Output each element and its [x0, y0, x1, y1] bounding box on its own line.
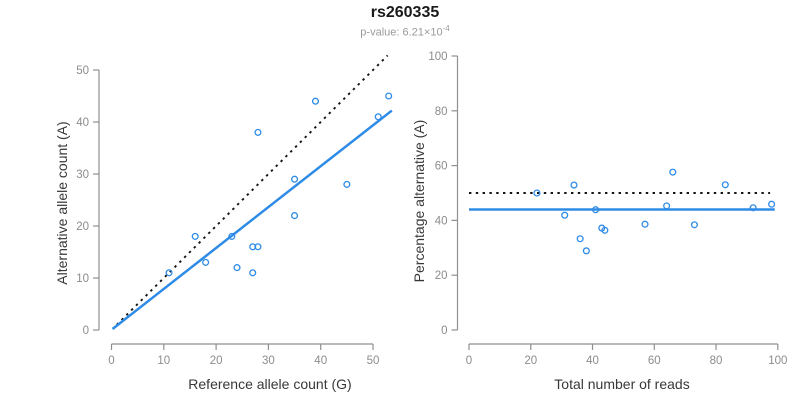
data-point	[570, 181, 578, 189]
data-point	[721, 181, 729, 189]
data-point	[561, 211, 569, 219]
y-tick-label: 60	[435, 161, 448, 173]
data-point	[533, 189, 541, 197]
data-point	[749, 204, 757, 212]
data-point	[343, 180, 351, 188]
data-point	[165, 269, 173, 277]
x-axis-title: Total number of reads	[554, 376, 689, 392]
y-axis-title: Percentage alternative (A)	[411, 120, 427, 283]
data-point	[228, 232, 236, 240]
data-point	[690, 221, 698, 229]
x-tick-label: 20	[524, 355, 537, 367]
x-tick-label: 60	[648, 355, 661, 367]
data-point	[601, 226, 609, 234]
data-point	[254, 128, 262, 136]
x-tick-label: 20	[210, 355, 223, 367]
data-point	[254, 243, 262, 251]
figure-title: rs260335	[370, 4, 440, 21]
data-point	[669, 168, 677, 176]
data-point	[233, 264, 241, 272]
data-point	[311, 97, 320, 105]
data-point	[385, 92, 393, 100]
title-block: rs260335 p-value: 6.21×10-4	[10, 4, 800, 39]
data-point	[582, 247, 590, 255]
y-tick-label: 0	[83, 325, 89, 337]
data-point	[768, 200, 776, 208]
fit-line	[111, 109, 393, 330]
x-axis-title: Reference allele count (G)	[188, 376, 351, 392]
data-point	[290, 212, 299, 220]
x-tick-label: 50	[367, 355, 380, 367]
data-point	[191, 232, 199, 240]
figure-subtitle: p-value: 6.21×10-4	[10, 24, 800, 39]
y-tick-label: 50	[76, 65, 89, 77]
y-axis-title: Alternative allele count (A)	[54, 121, 70, 284]
x-tick-label: 80	[710, 355, 723, 367]
data-point	[663, 202, 671, 210]
data-point	[249, 269, 257, 277]
identity-line	[116, 54, 389, 326]
x-tick-label: 40	[314, 355, 327, 367]
y-tick-label: 100	[428, 51, 447, 63]
x-tick-label: 10	[157, 355, 170, 367]
y-tick-label: 0	[441, 325, 447, 337]
pvalue-exponent: -4	[442, 24, 450, 33]
y-tick-label: 20	[76, 221, 89, 233]
percentage-scatter: 0 20 40 60 80 100 0 20 40 60 80 100 Total number of …	[411, 51, 787, 392]
x-tick-label: 0	[108, 355, 114, 367]
x-tick-label: 30	[262, 355, 275, 367]
y-tick-label: 40	[76, 117, 89, 129]
x-tick-label: 0	[466, 355, 472, 367]
pvalue-text: p-value: 6.21×10	[360, 26, 443, 39]
y-tick-label: 30	[76, 169, 89, 181]
data-point	[576, 235, 584, 243]
data-point	[374, 113, 382, 121]
data-point	[592, 206, 600, 214]
allele-count-scatter: 0 10 20 30 40 50 0 10 20 30 40 50 Reference allele c…	[54, 54, 393, 392]
y-tick-label: 80	[435, 106, 448, 118]
x-tick-label: 100	[768, 355, 787, 367]
y-tick-label: 10	[76, 273, 89, 285]
x-tick-label: 40	[586, 355, 599, 367]
y-tick-label: 20	[435, 270, 448, 282]
data-point	[202, 258, 210, 266]
data-point	[290, 175, 299, 183]
y-tick-label: 40	[435, 215, 448, 227]
data-point	[641, 220, 649, 228]
